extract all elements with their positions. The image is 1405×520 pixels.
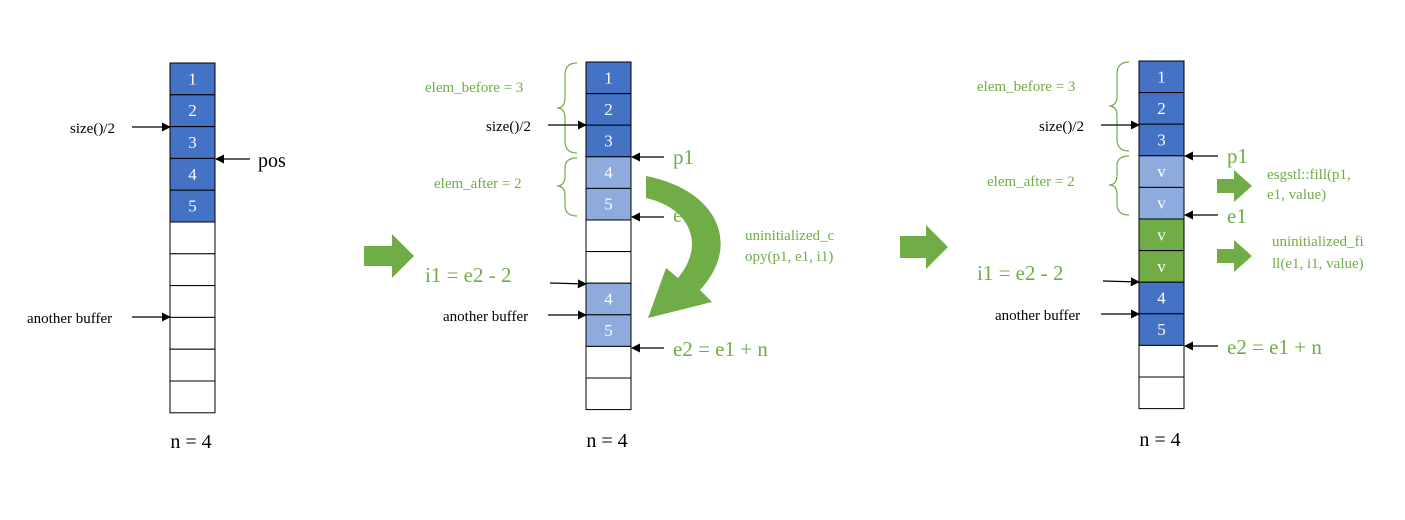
buffer-cell: [1138, 60, 1185, 94]
buffer-cell-value: 5: [188, 197, 197, 216]
step-arrow-icon: [900, 225, 948, 269]
another-buffer-label: another buffer: [995, 308, 1080, 324]
panel-1: 1 2 3 4 5 size()/2 pos another buffer n = 4: [27, 62, 286, 453]
i1-arrow: [1102, 277, 1140, 287]
elem-before-brace: [556, 62, 578, 154]
buffer-cell-value: 5: [1157, 320, 1166, 339]
panel-2: 1 2 3 4 5 4 5 elem_before = 3 size()/2 elem_af…: [425, 61, 834, 452]
elem-before-label: elem_before = 3: [977, 79, 1075, 95]
another-buffer-label: another buffer: [443, 309, 528, 325]
buffer-cell: [169, 348, 216, 382]
buffer-cell: [585, 251, 632, 284]
i1-label: i1 = e2 - 2: [425, 263, 512, 287]
buffer-cell-value: 4: [188, 165, 197, 184]
pos-label: pos: [258, 150, 286, 172]
buffer-cell-value: 1: [188, 69, 197, 88]
buffer-cell: [169, 380, 216, 414]
buffer-cell-value: 2: [604, 100, 613, 119]
buffer-cell: [1138, 186, 1185, 220]
n-label: n = 4: [170, 431, 211, 453]
size-half-label: size()/2: [1039, 119, 1084, 135]
buffer-cell-value: 4: [604, 290, 613, 309]
buffer-cell: [585, 124, 632, 158]
buffer-cell-value: 3: [188, 133, 197, 152]
buffer-cell-value: v: [1157, 162, 1166, 181]
size-half-label: size()/2: [486, 119, 531, 135]
elem-after-label: elem_after = 2: [987, 174, 1075, 190]
elem-after-brace: [1108, 155, 1130, 216]
buffer-cell: [1138, 376, 1185, 410]
fill-op-line-2: e1, value): [1267, 187, 1326, 203]
buffer-cell: [585, 187, 632, 221]
buffer-cell: [1138, 344, 1185, 378]
buffer-cell: [169, 253, 216, 287]
p1-label: p1: [673, 145, 694, 169]
buffer-cell: [585, 345, 632, 379]
buffer-cell-value: 5: [604, 321, 613, 340]
buffer-cell-value: 3: [1157, 131, 1166, 150]
elem-after-label: elem_after = 2: [434, 176, 522, 192]
buffer-cell: [169, 316, 216, 350]
copy-curve-arrow-icon: [646, 176, 721, 318]
uninit-fill-op-line-1: uninitialized_fi: [1272, 234, 1364, 250]
buffer-cell: [1138, 155, 1185, 188]
uninit-fill-arrow-icon: [1217, 240, 1252, 272]
buffer-cell-value: 4: [604, 163, 613, 182]
buffer-cell: [585, 156, 632, 189]
uninit-fill-op-line-2: ll(e1, i1, value): [1272, 256, 1364, 272]
p1-label: p1: [1227, 144, 1248, 168]
buffer-cell-value: 5: [604, 195, 613, 214]
fill-arrow-icon: [1217, 170, 1252, 202]
elem-before-label: elem_before = 3: [425, 80, 523, 96]
elem-after-brace: [556, 157, 578, 217]
buffer-cell: [585, 93, 632, 126]
another-buffer-label: another buffer: [27, 311, 112, 327]
buffer-cell: [585, 377, 632, 411]
i1-label: i1 = e2 - 2: [977, 261, 1064, 285]
n-label: n = 4: [1139, 429, 1180, 451]
buffer-cell: [169, 221, 216, 255]
fill-op-line-1: esgstl::fill(p1,: [1267, 167, 1351, 183]
size-half-label: size()/2: [70, 121, 115, 137]
buffer-cell-value: v: [1157, 194, 1166, 213]
copy-op-line-2: opy(p1, e1, i1): [745, 249, 833, 265]
n-label: n = 4: [586, 430, 627, 452]
buffer-cell-value: 2: [188, 101, 197, 120]
buffer-cell-value: 2: [1157, 99, 1166, 118]
buffer-cell-value: v: [1157, 257, 1166, 276]
buffer-cells-panel-2: 1 2 3 4 5 4 5: [585, 61, 632, 411]
copy-op-line-1: uninitialized_c: [745, 228, 834, 244]
buffer-cell-value: 1: [1157, 67, 1166, 86]
buffer-cell: [169, 157, 216, 191]
e1-label: e1: [1227, 204, 1247, 228]
buffer-cell: [585, 314, 632, 347]
elem-before-brace: [1108, 61, 1130, 152]
buffer-cell: [585, 219, 632, 253]
step-arrow-icon: [364, 234, 414, 278]
buffer-cell-value: 4: [1157, 289, 1166, 308]
buffer-cell-value: 3: [604, 132, 613, 151]
buffer-cells-panel-1: 1 2 3 4 5: [169, 62, 216, 414]
buffer-cell: [169, 62, 216, 96]
e2-label: e2 = e1 + n: [673, 337, 768, 361]
e2-label: e2 = e1 + n: [1227, 335, 1322, 359]
buffer-cell-value: 1: [604, 68, 613, 87]
buffer-cell: [169, 94, 216, 128]
i1-arrow: [549, 279, 587, 289]
buffer-cell: [169, 285, 216, 318]
buffer-cell-value: v: [1157, 225, 1166, 244]
